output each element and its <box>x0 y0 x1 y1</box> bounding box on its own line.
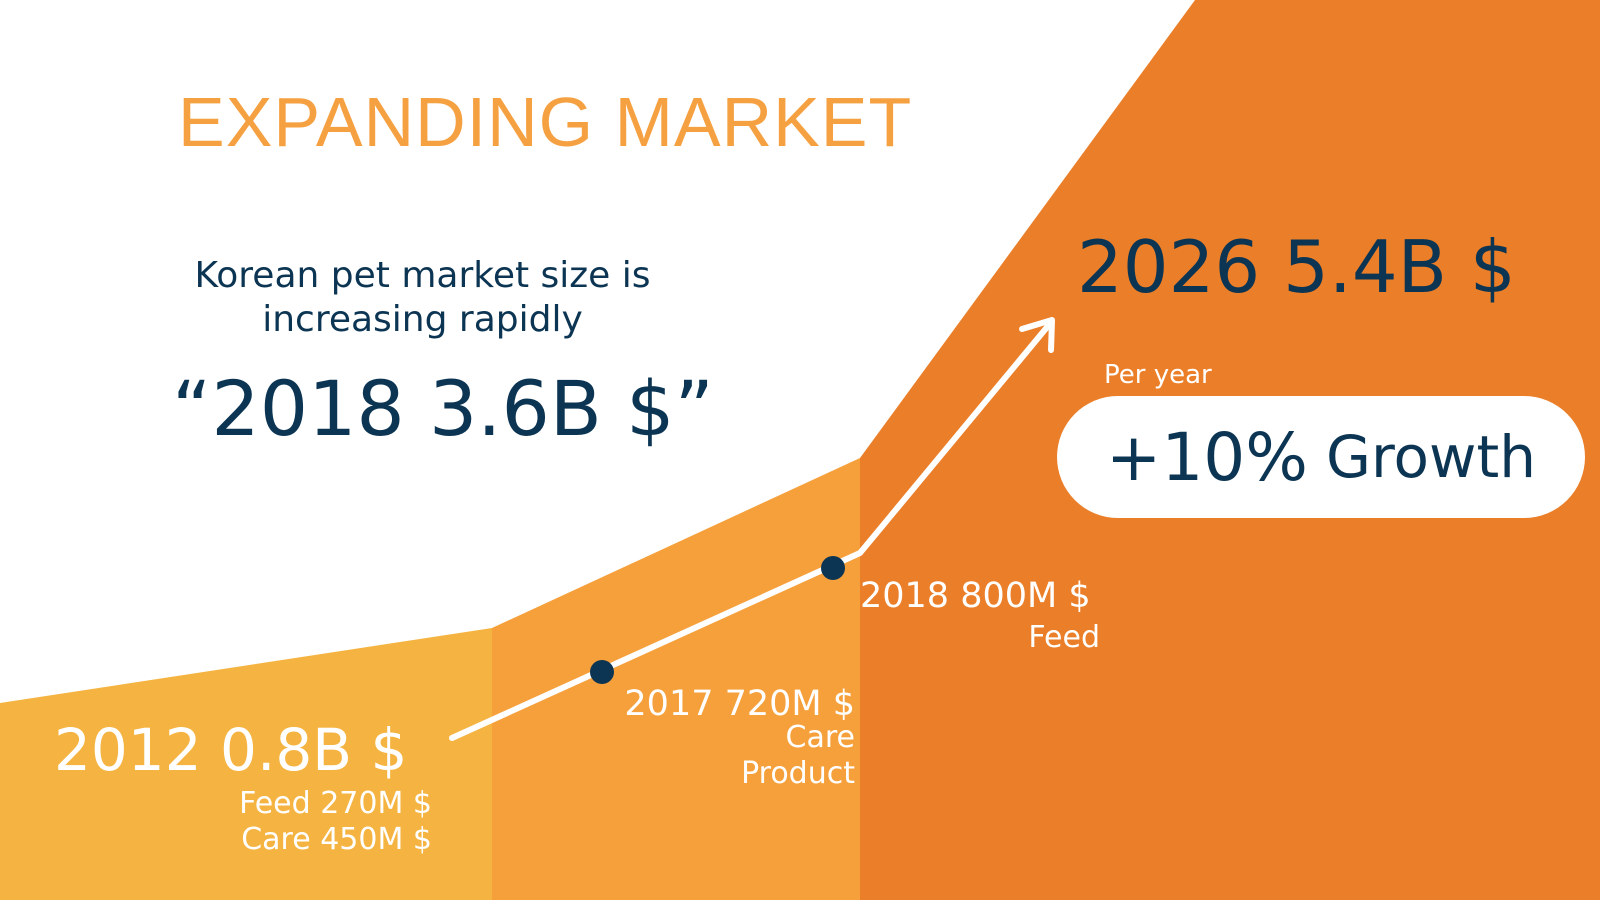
milestone-2017-value: 2017 720M $ <box>624 684 855 724</box>
growth-badge: +10% Growth <box>1057 396 1585 518</box>
milestone-2012-detail-care: Care 450M $ <box>241 822 432 857</box>
milestone-dot-2018 <box>821 556 845 580</box>
trend-line <box>449 323 1051 741</box>
milestone-2017-detail-product: Product <box>741 756 855 791</box>
milestone-2012-value: 2012 0.8B $ <box>54 716 408 784</box>
milestone-2017-details: Care Product <box>640 720 855 792</box>
market-subtitle: Korean pet market size is increasing rap… <box>194 255 651 340</box>
milestone-dot-2017 <box>590 660 614 684</box>
forecast-2026: 2026 5.4B $ <box>1077 225 1516 309</box>
area-band-light <box>0 628 492 900</box>
milestone-2018-details: Feed <box>860 620 1100 655</box>
milestone-2018-value: 2018 800M $ <box>860 576 1091 616</box>
per-year-label: Per year <box>1104 360 1212 390</box>
milestone-2018-detail-feed: Feed <box>1028 620 1100 655</box>
growth-percent: +10% <box>1106 418 1309 496</box>
area-band-mid <box>492 458 860 900</box>
arrow-up-right-icon <box>1019 317 1055 353</box>
milestone-2012-detail-feed: Feed 270M $ <box>239 786 432 821</box>
milestone-2012-details: Feed 270M $ Care 450M $ <box>190 786 432 858</box>
headline-2018-market: “2018 3.6B $” <box>172 364 714 453</box>
growth-word: Growth <box>1326 423 1536 491</box>
milestone-2017-detail-care: Care <box>785 720 855 755</box>
page-title: EXPANDING MARKET <box>178 83 913 161</box>
